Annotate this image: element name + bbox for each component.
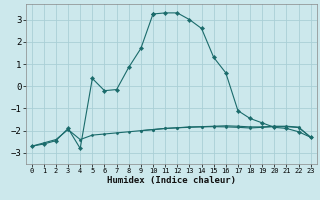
X-axis label: Humidex (Indice chaleur): Humidex (Indice chaleur) [107, 176, 236, 185]
